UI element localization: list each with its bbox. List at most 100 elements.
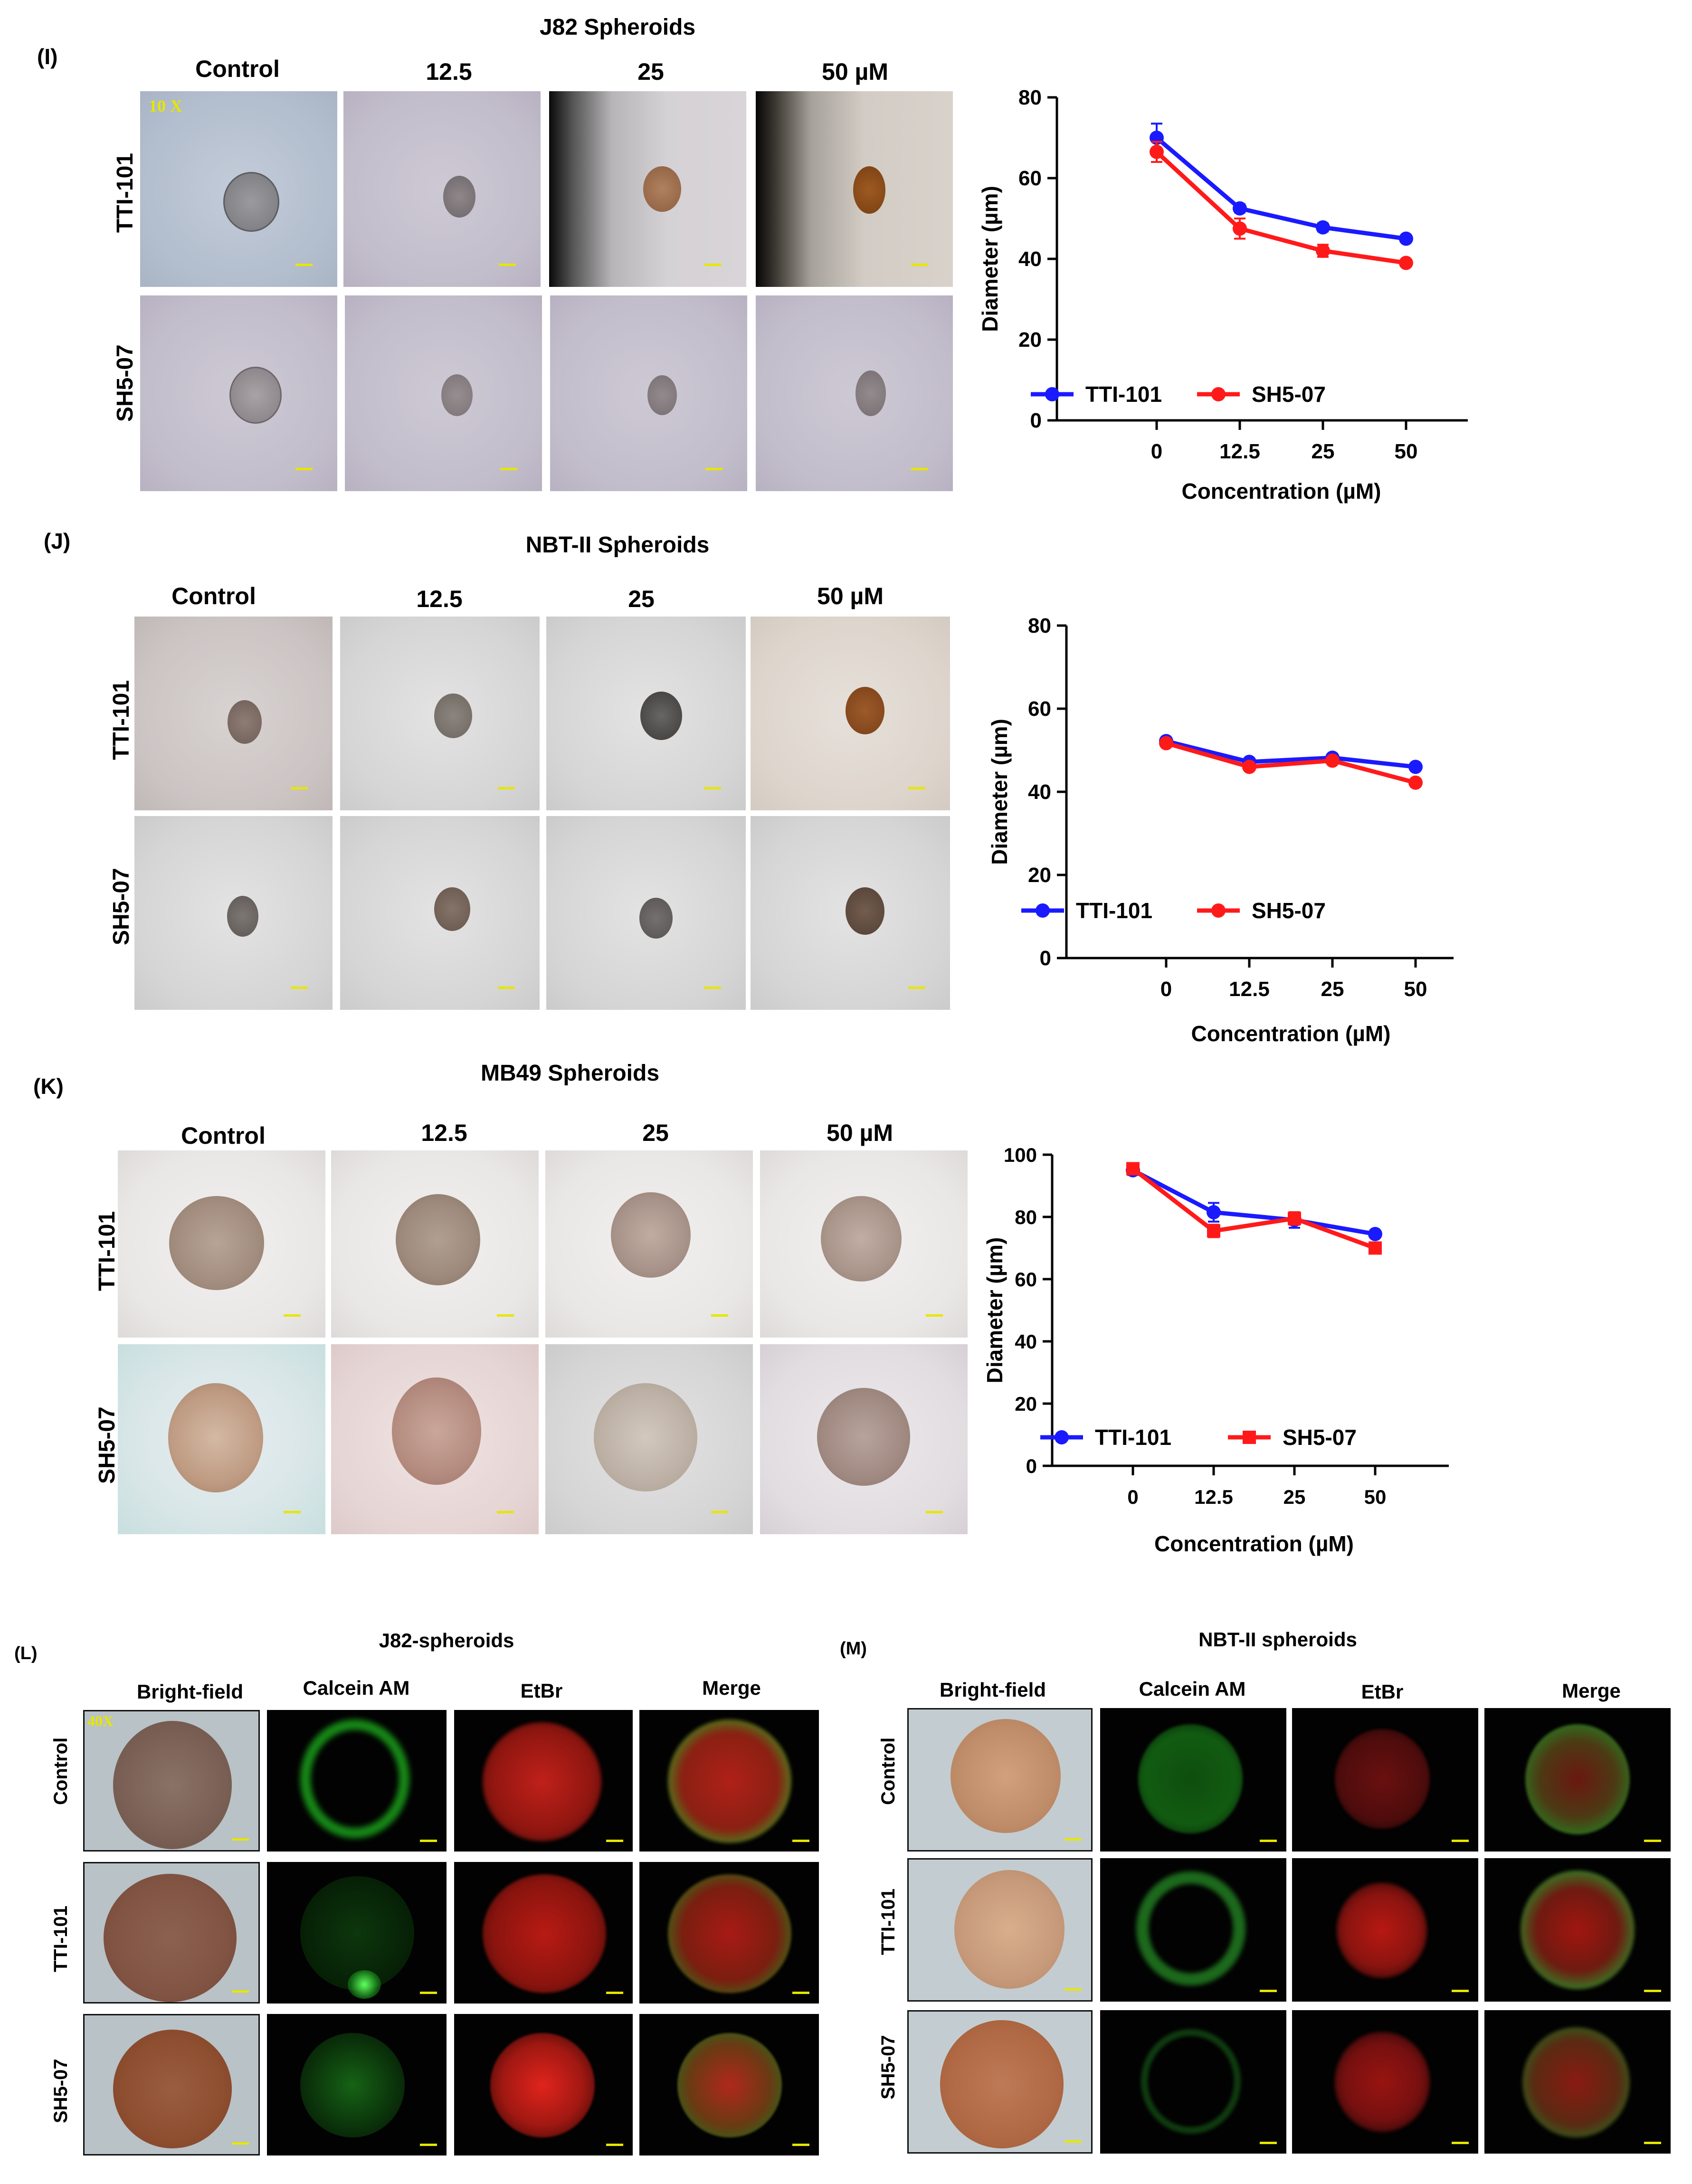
- micrograph-m-sh5-brightfield: [907, 2010, 1093, 2154]
- col-label-calcein-am: Calcein AM: [303, 1677, 410, 1699]
- series-line-sh5-07: [1131, 1167, 1376, 1250]
- scale-bar: [1065, 1838, 1082, 1841]
- y-tick-label: 40: [1018, 247, 1042, 271]
- scale-bar: [792, 1840, 809, 1842]
- scale-bar: [1065, 2140, 1082, 2143]
- micrograph-l-tti-calcein: [267, 1862, 447, 2004]
- data-point: [1399, 256, 1413, 270]
- micrograph-m-control-etbr: [1292, 1708, 1478, 1852]
- scale-bar: [1065, 1988, 1082, 1991]
- data-point: [1316, 220, 1330, 235]
- micrograph-k-sh5-50: [760, 1344, 968, 1534]
- x-tick-label: 25: [1312, 440, 1335, 463]
- scale-bar: [1644, 2142, 1661, 2144]
- scale-bar: [705, 468, 722, 470]
- legend-marker: [1055, 1430, 1069, 1444]
- micrograph-k-tti-12-5: [331, 1150, 539, 1338]
- series-line-tti-101: [1165, 739, 1416, 769]
- data-point: [1369, 1241, 1382, 1255]
- col-label-control: Control: [181, 1122, 266, 1149]
- legend-marker: [1243, 1431, 1256, 1444]
- y-tick-label: 40: [1015, 1330, 1037, 1353]
- col-label-merge: Merge: [702, 1677, 761, 1699]
- scale-bar: [711, 1314, 728, 1317]
- micrograph-i-tti-12-5: [343, 91, 541, 287]
- micrograph-l-control-merge: [639, 1710, 819, 1852]
- col-label-25: 25: [642, 1120, 669, 1146]
- data-point: [1233, 221, 1247, 236]
- scale-bar: [232, 2142, 249, 2145]
- line-chart-j82-diameter: 0 20 40 60 80 0 12.5 25 50 Diameter (µm) Concentra…: [978, 86, 1468, 503]
- row-label-control: Control: [50, 1737, 71, 1805]
- col-label-merge: Merge: [1562, 1680, 1621, 1702]
- line-chart-nbt-ii-diameter: 0 20 40 60 80 0 12.5 25 50 Diameter (µm) Concentra…: [987, 614, 1454, 1046]
- micrograph-j-sh5-25: [546, 816, 746, 1010]
- legend-label: TTI-101: [1076, 898, 1152, 923]
- data-point: [1242, 760, 1256, 774]
- legend-marker: [1211, 903, 1226, 918]
- micrograph-i-sh5-25: [550, 295, 747, 491]
- scale-bar: [500, 468, 517, 470]
- micrograph-l-sh5-brightfield: [83, 2014, 260, 2156]
- scale-bar: [606, 1992, 623, 1994]
- panel-title-K: MB49 Spheroids: [480, 1061, 660, 1086]
- scale-bar: [291, 987, 308, 989]
- data-point: [1159, 736, 1173, 750]
- y-tick-label: 100: [1004, 1144, 1037, 1166]
- micrograph-l-control-etbr: [454, 1710, 633, 1852]
- scale-bar: [1452, 2142, 1469, 2144]
- x-tick-label: 12.5: [1194, 1486, 1233, 1508]
- micrograph-j-tti-control: [134, 617, 333, 810]
- scale-bar: [1260, 1990, 1277, 1992]
- y-tick-label: 40: [1028, 780, 1051, 804]
- micrograph-m-sh5-etbr: [1292, 2010, 1478, 2154]
- scale-bar: [291, 787, 308, 789]
- scale-bar: [704, 264, 722, 266]
- scale-bar: [1260, 2142, 1277, 2144]
- micrograph-i-sh5-control: [140, 295, 337, 491]
- scale-bar: [498, 987, 515, 989]
- x-tick-label: 50: [1395, 440, 1418, 463]
- micrograph-m-control-calcein: [1100, 1708, 1286, 1852]
- y-tick-label: 20: [1028, 864, 1051, 887]
- scale-bar: [711, 1511, 728, 1513]
- col-label-12-5: 12.5: [421, 1120, 467, 1146]
- scale-bar: [420, 1840, 437, 1842]
- col-label-50: 50 µM: [822, 58, 888, 85]
- scale-bar: [704, 987, 721, 989]
- scale-bar: [420, 1992, 437, 1994]
- legend-label: TTI-101: [1085, 382, 1162, 407]
- panel-letter-J: (J): [44, 529, 71, 553]
- micrograph-i-tti-50: [756, 91, 953, 287]
- legend-marker: [1036, 903, 1050, 918]
- col-label-calcein-am: Calcein AM: [1139, 1678, 1246, 1700]
- legend-label: TTI-101: [1095, 1425, 1171, 1450]
- micrograph-l-sh5-merge: [639, 2014, 819, 2156]
- micrograph-m-tti-brightfield: [907, 1858, 1093, 2002]
- micrograph-j-sh5-control: [134, 816, 333, 1010]
- scale-bar: [606, 1840, 623, 1842]
- micrograph-i-sh5-50: [756, 295, 953, 491]
- y-axis-label: Diameter (µm): [987, 719, 1012, 865]
- y-axis-label: Diameter (µm): [983, 1237, 1007, 1384]
- line-chart-mb49-diameter: 0 20 40 60 80 100 0 12.5 25 50 Diameter (µm) Concen…: [983, 1144, 1449, 1556]
- row-label-tti-101: TTI-101: [113, 152, 138, 233]
- data-point: [1126, 1162, 1140, 1176]
- scale-bar: [497, 1511, 514, 1513]
- scale-bar: [704, 787, 721, 789]
- row-label-sh5-07: SH5-07: [50, 2059, 71, 2123]
- micrograph-k-tti-50: [760, 1150, 968, 1338]
- micrograph-l-control-brightfield: 40X: [83, 1710, 260, 1852]
- panel-letter-I: (I): [37, 44, 58, 69]
- scale-bar: [911, 468, 928, 470]
- y-tick-label: 0: [1026, 1455, 1037, 1477]
- col-label-bright-field: Bright-field: [940, 1679, 1046, 1701]
- x-axis-label: Concentration (µM): [1181, 479, 1381, 503]
- scale-bar: [792, 1992, 809, 1994]
- micrograph-k-tti-25: [545, 1150, 753, 1338]
- scale-bar: [295, 468, 313, 470]
- series-line-sh5-07: [1155, 150, 1407, 265]
- row-label-tti-101: TTI-101: [109, 680, 134, 760]
- legend-marker: [1211, 387, 1226, 401]
- data-point: [1408, 760, 1423, 774]
